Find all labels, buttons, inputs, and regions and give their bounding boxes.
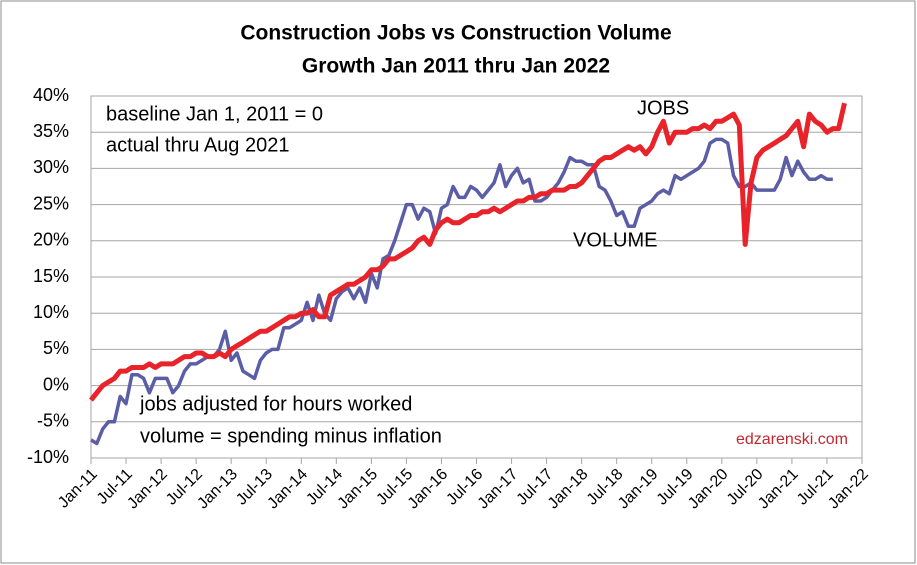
y-tick-label: 0% — [43, 374, 69, 394]
y-tick-label: 5% — [43, 338, 69, 358]
annotation: jobs adjusted for hours worked — [139, 393, 412, 415]
annotation: actual thru Aug 2021 — [106, 134, 289, 156]
y-tick-label: 25% — [33, 193, 69, 213]
annotation: baseline Jan 1, 2011 = 0 — [106, 103, 323, 125]
y-tick-label: -10% — [27, 447, 69, 467]
y-tick-label: 15% — [33, 266, 69, 286]
annotation: edzarenski.com — [736, 431, 848, 448]
data-line — [89, 102, 847, 402]
annotation: volume = spending minus inflation — [140, 425, 442, 447]
y-tick-label: 30% — [33, 157, 69, 177]
y-tick-label: 35% — [33, 121, 69, 141]
y-tick-label: 10% — [33, 302, 69, 322]
chart-title: Construction Jobs vs Construction Volume — [240, 22, 671, 45]
y-tick-label: 20% — [33, 230, 69, 250]
series-label: VOLUME — [573, 229, 657, 251]
y-tick-label: -5% — [37, 411, 69, 431]
y-tick-label: 40% — [33, 85, 69, 105]
chart-subtitle: Growth Jan 2011 thru Jan 2022 — [302, 55, 610, 78]
series-label: JOBS — [637, 97, 689, 119]
